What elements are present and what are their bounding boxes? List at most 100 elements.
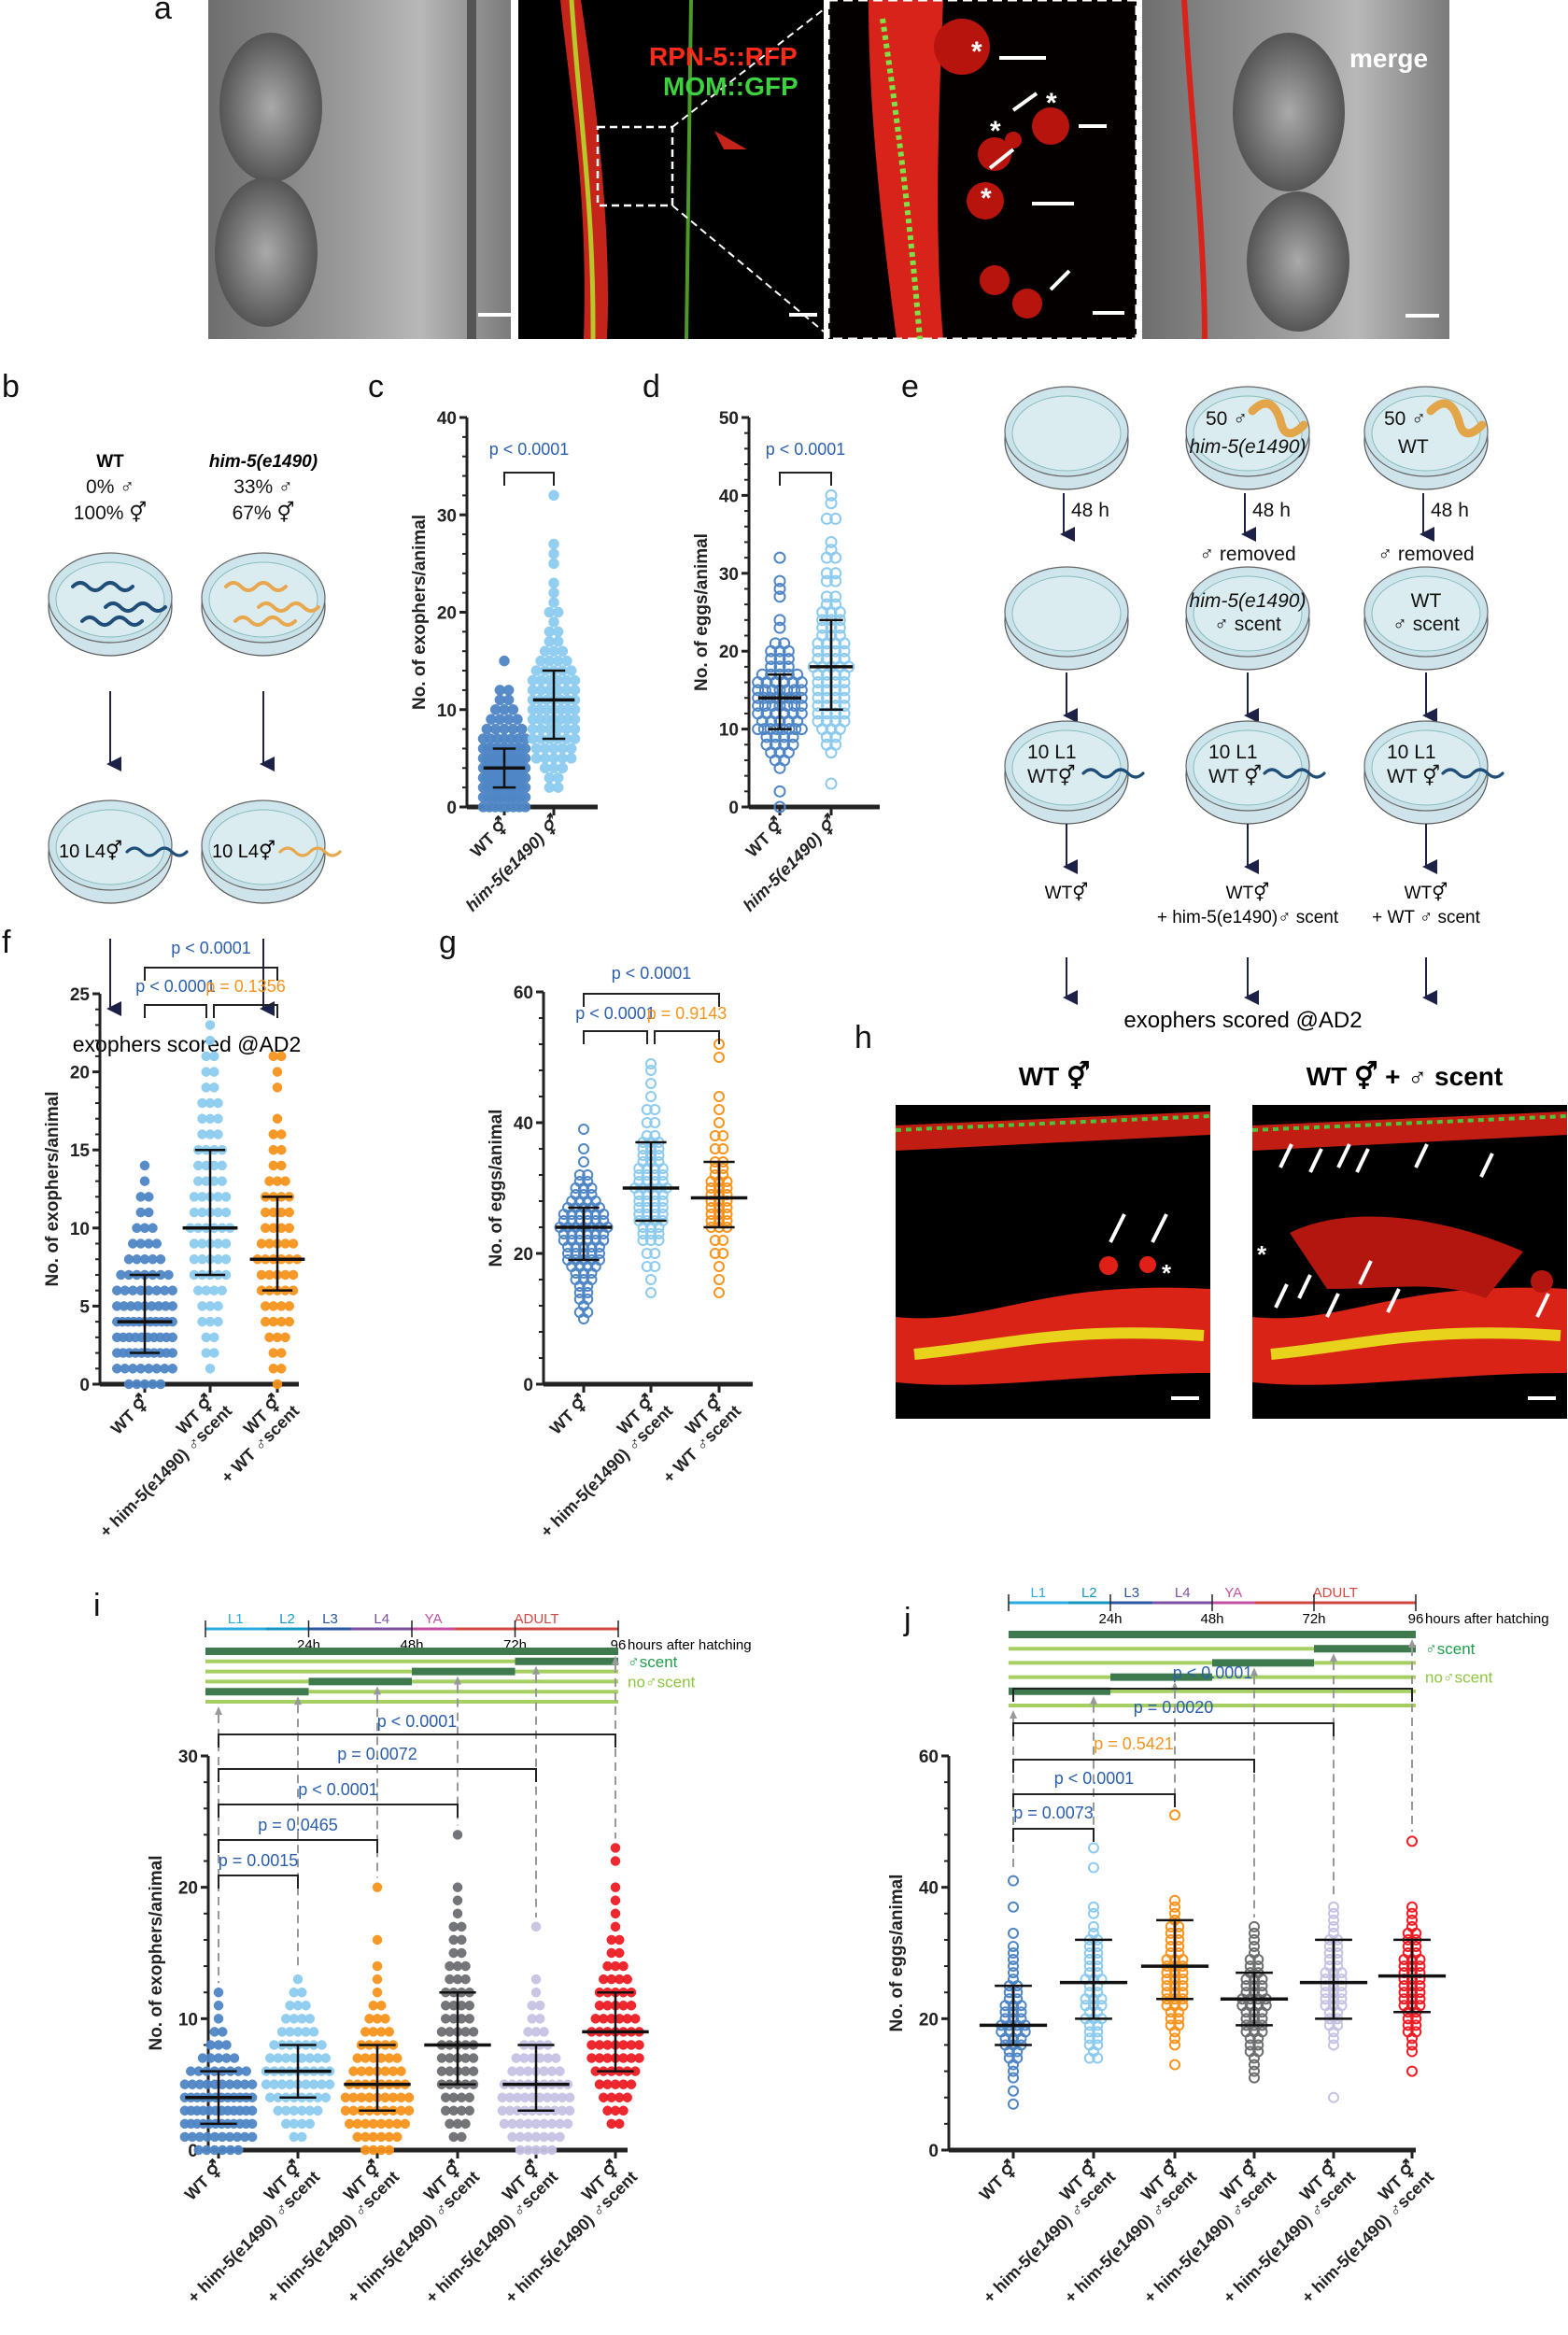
data-point — [709, 1130, 721, 1141]
dish-label: 50 ♂ — [1206, 408, 1248, 430]
data-point — [582, 1169, 594, 1181]
data-point — [752, 707, 765, 720]
significance-bracket — [218, 1804, 459, 1818]
data-point — [765, 660, 778, 673]
y-tick-label: 25 — [70, 985, 91, 1005]
timepoint-arrow-icon — [612, 1656, 619, 1664]
timepoint-arrow-icon — [1010, 1710, 1017, 1719]
significance-bracket — [1012, 1828, 1095, 1842]
data-point — [376, 2001, 387, 2011]
source-dish — [1004, 386, 1129, 490]
data-point — [539, 2027, 549, 2037]
data-point — [1095, 2000, 1108, 2012]
data-point — [657, 1169, 669, 1181]
data-point — [610, 1908, 621, 1919]
zoom-image: * * * * — [826, 0, 1138, 341]
arrow-icon — [1414, 1143, 1429, 1168]
removed-label: ♂ removed — [1377, 544, 1474, 565]
data-point — [825, 544, 838, 557]
data-point — [1398, 1987, 1410, 1999]
data-point — [1008, 1954, 1019, 1966]
data-point — [1406, 2045, 1418, 2058]
data-point — [272, 1113, 283, 1125]
data-point — [1249, 2072, 1260, 2084]
dish-agar — [1011, 575, 1122, 652]
data-point — [1410, 2026, 1422, 2038]
data-point — [1169, 1901, 1180, 1913]
y-tick-label: 60 — [919, 1748, 939, 1767]
data-point — [566, 1215, 578, 1226]
y-tick-label: 20 — [178, 1879, 198, 1899]
worm-icon — [1263, 768, 1326, 779]
data-point — [838, 644, 851, 658]
data-point — [372, 1882, 383, 1892]
data-point — [820, 567, 833, 580]
data-point — [565, 753, 577, 764]
data-point — [820, 590, 833, 603]
data-point — [713, 1261, 725, 1272]
data-point — [139, 1160, 150, 1171]
p-value-label: p < 0.0001 — [377, 1712, 458, 1731]
muscle-band — [1252, 1111, 1567, 1151]
p-value-label: p = 0.0015 — [219, 1851, 299, 1870]
significance-bracket — [583, 1030, 648, 1044]
arrow-icon — [1297, 1274, 1312, 1299]
data-point — [812, 653, 825, 666]
worm-icon — [71, 581, 134, 592]
data-series-4 — [1299, 1901, 1368, 2103]
data-point — [1173, 2019, 1185, 2031]
data-point — [1328, 1920, 1339, 1932]
data-point — [1410, 2019, 1422, 2031]
data-point — [829, 574, 842, 587]
data-point — [167, 1348, 177, 1358]
data-point — [1161, 1980, 1173, 1992]
hour-label: 24h — [1098, 1611, 1122, 1627]
data-point — [649, 1248, 661, 1259]
significance-bracket — [213, 1004, 278, 1018]
stage-label: YA — [425, 1611, 443, 1627]
data-point — [618, 1960, 629, 1972]
data-series-0 — [979, 1875, 1048, 2110]
panel-label-d: d — [643, 369, 660, 404]
timepoint-arrow-icon — [1408, 1639, 1416, 1648]
data-point — [530, 1987, 542, 1998]
asterisk: * — [1257, 1240, 1267, 1268]
x-tick-label: WT ⚥ — [466, 814, 513, 861]
data-point — [626, 2079, 637, 2089]
channel-label-red: RPN-5::RFP — [649, 42, 798, 71]
data-series-2 — [690, 1039, 748, 1298]
dish-agar — [208, 561, 318, 638]
data-point — [838, 715, 851, 728]
data-point — [1414, 1987, 1426, 1999]
data-series-1 — [182, 1020, 238, 1374]
data-point — [637, 1156, 649, 1168]
data-point — [452, 1908, 463, 1919]
dish-label: 10 L1 — [1027, 742, 1077, 763]
data-series-1 — [261, 1974, 335, 2143]
y-axis-label: No. of eggs/animal — [692, 533, 712, 691]
y-tick-label: 50 — [719, 409, 739, 429]
data-point — [555, 2066, 565, 2076]
x-tick-label-group: him-5(e1490) ⚥ — [739, 812, 841, 914]
data-point — [653, 1150, 665, 1161]
data-point — [1169, 2059, 1180, 2071]
data-point — [1244, 2039, 1256, 2051]
data-point — [276, 1144, 287, 1155]
x-tick-label: WT ⚥ — [106, 1392, 153, 1438]
data-point — [301, 2001, 311, 2011]
data-point — [205, 1364, 216, 1374]
worm-icon — [1441, 768, 1504, 779]
data-point — [1249, 2026, 1260, 2038]
x-tick-label-group: WT ⚥ — [545, 1392, 592, 1438]
result-label: WT⚥ — [1226, 882, 1270, 903]
y-tick-label: 10 — [178, 2010, 198, 2030]
data-point — [786, 707, 799, 720]
data-point — [1402, 2026, 1414, 2038]
data-point — [778, 637, 791, 650]
y-tick-label: 10 — [437, 701, 457, 721]
stage-label: ADULT — [514, 1611, 558, 1627]
data-point — [167, 1364, 177, 1374]
arrow-icon — [1358, 1260, 1373, 1285]
